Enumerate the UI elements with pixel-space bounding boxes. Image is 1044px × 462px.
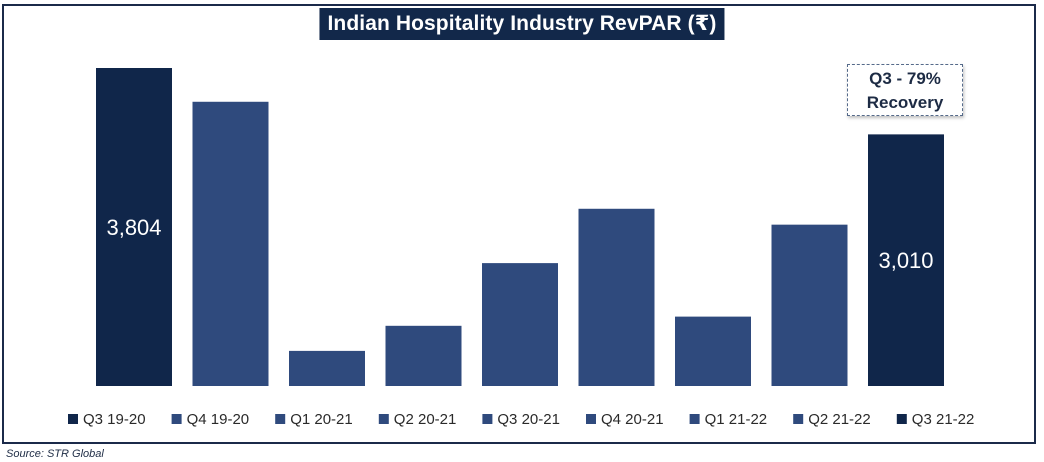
value-labels-group: 3,804 3,010 xyxy=(106,215,933,273)
legend-swatch-q1-21-22 xyxy=(689,414,700,424)
legend-label-q2-20-21: Q2 20-21 xyxy=(394,411,457,428)
bar-q3-20-21 xyxy=(482,263,558,386)
legend-swatch-q4-20-21 xyxy=(586,414,596,424)
bar-q2-20-21 xyxy=(385,325,462,386)
legend-swatch-q1-20-21 xyxy=(275,414,286,424)
bar-q4-20-21 xyxy=(578,208,655,386)
legend-label-q1-21-22: Q1 21-22 xyxy=(705,411,768,428)
legend-swatch-q2-20-21 xyxy=(378,414,389,424)
legend-label-q4-19-20: Q4 19-20 xyxy=(187,411,250,428)
legend: Q3 19-20 Q4 19-20 Q1 20-21 Q2 20-21 Q3 20-21… xyxy=(68,411,974,428)
legend-label-q3-20-21: Q3 20-21 xyxy=(497,411,560,428)
recovery-callout: Q3 - 79% Recovery xyxy=(847,64,963,116)
legend-swatch-q3-20-21 xyxy=(482,414,493,424)
bar-q3-21-22 xyxy=(868,134,944,386)
legend-label-q2-21-22: Q2 21-22 xyxy=(808,411,871,428)
bar-q4-19-20 xyxy=(192,101,269,386)
bars-group xyxy=(96,68,944,386)
legend-label-q3-19-20: Q3 19-20 xyxy=(83,411,146,428)
bar-q1-21-22 xyxy=(675,316,751,386)
chart-title: Indian Hospitality Industry RevPAR (₹) xyxy=(319,8,725,40)
legend-label-q1-20-21: Q1 20-21 xyxy=(290,411,353,428)
bar-q2-21-22 xyxy=(771,224,848,386)
recovery-callout-line2: Recovery xyxy=(866,93,944,112)
source-note: Source: STR Global xyxy=(6,448,104,460)
legend-swatch-q2-21-22 xyxy=(793,414,804,424)
bar-q1-20-21 xyxy=(289,350,365,386)
legend-swatch-q3-19-20 xyxy=(68,414,78,424)
value-label-q3-21-22: 3,010 xyxy=(878,248,933,273)
legend-swatch-q3-21-22 xyxy=(896,414,907,424)
value-label-q3-19-20: 3,804 xyxy=(106,215,161,240)
recovery-callout-line1: Q3 - 79% xyxy=(869,69,941,88)
bar-q3-19-20 xyxy=(96,68,172,386)
legend-swatch-q4-19-20 xyxy=(171,414,182,424)
legend-label-q4-20-21: Q4 20-21 xyxy=(601,411,664,428)
legend-label-q3-21-22: Q3 21-22 xyxy=(912,411,975,428)
